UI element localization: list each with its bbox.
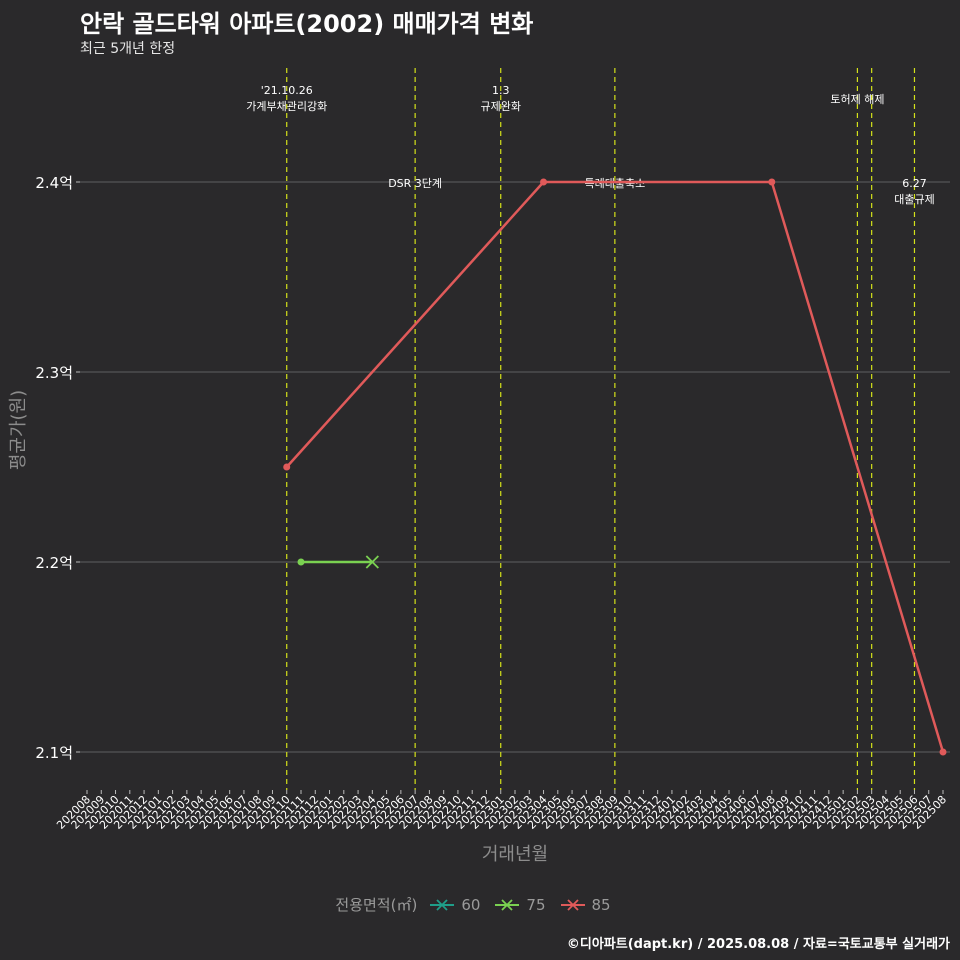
x-axis-ticks: 2020082020092020102020112020122021012021… (54, 790, 949, 832)
data-point-85 (939, 748, 947, 756)
legend-item-60: 60 (429, 896, 480, 914)
chart-subtitle: 최근 5개년 한정 (80, 41, 176, 57)
chart-title: 안락 골드타워 아파트(2002) 매매가격 변화 (80, 10, 534, 38)
y-tick-label: 2.4억 (35, 174, 73, 192)
data-point-75 (297, 558, 305, 566)
data-point-85 (283, 463, 291, 471)
data-point-85 (768, 178, 776, 186)
event-annotation: DSR 3단계 (388, 177, 442, 190)
event-annotation: 가계부채관리강화 (246, 100, 327, 113)
legend-label-60: 60 (461, 895, 481, 914)
y-axis-label: 평균가(원) (8, 390, 29, 470)
series-line-85 (285, 180, 945, 753)
source-footer: ©디아파트(dapt.kr) / 2025.08.08 / 자료=국토교통부 실… (566, 937, 950, 952)
event-annotation: 규제완화 (480, 100, 520, 113)
legend-item-75: 75 (494, 895, 546, 914)
event-annotation: 1.3 (492, 84, 510, 97)
event-annotation: 특례대출축소 (584, 177, 645, 190)
event-annotation: 6.27 (902, 177, 927, 190)
legend: 전용면적(㎡) 60 75 85 (0, 894, 960, 915)
legend-title: 전용면적(㎡) (335, 896, 418, 914)
event-annotation: 토허제 해제 (830, 92, 884, 106)
data-point-85 (540, 178, 548, 186)
legend-marker-75 (495, 898, 520, 911)
series-lines (283, 178, 947, 756)
legend-item-85: 85 (560, 896, 611, 914)
legend-label-85: 85 (591, 895, 611, 914)
y-tick-label: 2.3억 (35, 364, 73, 382)
x-axis-label: 거래년월 (482, 844, 548, 865)
legend-label-75: 75 (526, 895, 546, 914)
y-tick-label: 2.1억 (35, 744, 73, 762)
event-annotation: 대출규제 (894, 193, 934, 206)
y-tick-label: 2.2억 (35, 554, 73, 572)
data-point-75 (365, 555, 379, 569)
gridlines (80, 181, 950, 753)
legend-marker-85 (560, 898, 585, 911)
event-annotation: '21.10.26 (261, 84, 313, 97)
y-axis-ticks: 2.1억 2.2억 2.3억 2.4억 (35, 174, 80, 762)
legend-marker-60 (430, 898, 455, 911)
